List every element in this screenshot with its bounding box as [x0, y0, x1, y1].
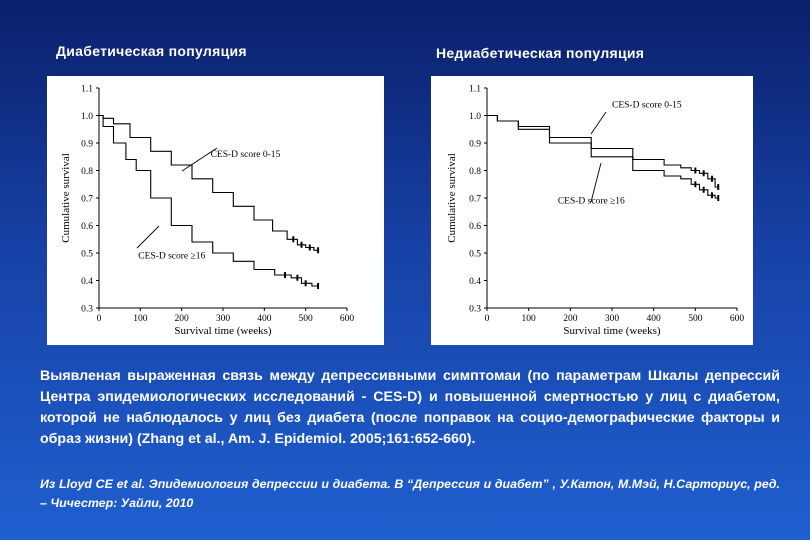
- survival-chart-nondiabetic: 0.3 0.4 0.5 0.6 0.7 0.8 0.9 1.0 1.1 0 100 200 300 400…: [446, 85, 745, 338]
- y-tick-label: 1.1: [469, 85, 481, 95]
- x-tick-label: 100: [522, 314, 537, 324]
- y-tick-label: 0.6: [81, 222, 93, 232]
- y-tick-label: 0.5: [469, 250, 481, 260]
- y-tick-label: 0.4: [469, 277, 481, 287]
- x-tick-label: 300: [216, 314, 231, 324]
- source-citation: Из Lloyd CE et al. Эпидемиология депресс…: [40, 477, 780, 510]
- chart-panel-nondiabetic: 0.3 0.4 0.5 0.6 0.7 0.8 0.9 1.0 1.1 0 100 200 300 400…: [431, 76, 753, 345]
- y-tick-label: 0.8: [81, 167, 93, 177]
- chart-title-nondiabetic: Недиабетическая популяция: [436, 45, 645, 61]
- chart-panel-diabetic: 0.3 0.4 0.5 0.6 0.7 0.8 0.9 1.0 1.1 0 100 200 300 400…: [47, 76, 384, 345]
- x-tick-label: 200: [563, 314, 578, 324]
- series-line-low-cesd: [487, 114, 719, 188]
- annotation-pointer: [590, 111, 607, 135]
- y-tick-label: 0.7: [81, 195, 93, 205]
- x-tick-label: 0: [485, 314, 490, 324]
- series-annotation: CES-D score ≥16: [138, 252, 205, 262]
- x-axis-label: Survival time (weeks): [563, 325, 660, 337]
- series-line-low-cesd: [99, 114, 319, 251]
- x-tick-label: 600: [730, 314, 745, 324]
- x-tick-label: 400: [257, 314, 272, 324]
- y-tick-label: 0.9: [81, 140, 93, 150]
- y-tick-label: 0.8: [469, 167, 481, 177]
- x-tick-label: 500: [688, 314, 703, 324]
- y-tick-label: 0.6: [469, 222, 481, 232]
- x-tick-label: 100: [133, 314, 148, 324]
- y-axis-label: Cumulative survival: [60, 153, 72, 243]
- chart-title-diabetic: Диабетическая популяция: [56, 43, 247, 59]
- y-tick-label: 1.0: [81, 112, 93, 122]
- y-tick-label: 0.3: [469, 305, 481, 315]
- y-tick-label: 0.7: [469, 195, 481, 205]
- series-annotation: CES-D score 0-15: [612, 100, 682, 110]
- y-tick-label: 0.9: [469, 140, 481, 150]
- x-tick-label: 200: [175, 314, 190, 324]
- y-tick-label: 0.3: [81, 305, 93, 315]
- series-line-high-cesd: [99, 114, 319, 287]
- x-tick-label: 400: [647, 314, 662, 324]
- survival-chart-diabetic: 0.3 0.4 0.5 0.6 0.7 0.8 0.9 1.0 1.1 0 100 200 300 400…: [60, 85, 355, 338]
- annotation-pointer: [136, 225, 160, 249]
- x-tick-label: 600: [340, 314, 355, 324]
- annotation-pointer: [181, 147, 218, 172]
- y-tick-label: 1.0: [469, 112, 481, 122]
- y-axis-label: Cumulative survival: [446, 153, 458, 243]
- series-annotation: CES-D score 0-15: [211, 150, 281, 160]
- y-tick-label: 1.1: [81, 85, 93, 95]
- x-tick-label: 0: [97, 314, 102, 324]
- series-line-high-cesd: [487, 114, 719, 199]
- annotation-pointer: [590, 162, 602, 203]
- x-axis-label: Survival time (weeks): [174, 325, 271, 337]
- y-tick-label: 0.4: [81, 277, 93, 287]
- y-tick-label: 0.5: [81, 250, 93, 260]
- x-tick-label: 300: [605, 314, 620, 324]
- x-tick-label: 500: [299, 314, 314, 324]
- finding-paragraph: Выявленая выраженная связь между депресс…: [40, 368, 780, 447]
